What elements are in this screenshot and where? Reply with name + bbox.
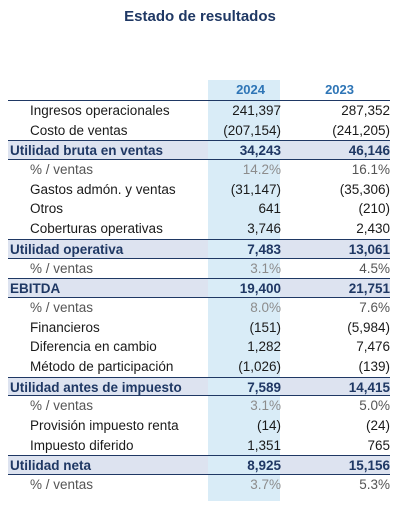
value-2024: 1,282 <box>247 339 281 355</box>
row-label: % / ventas <box>30 162 94 178</box>
value-2024: 14.2% <box>242 162 281 178</box>
value-2023: 7.6% <box>359 299 390 315</box>
value-2023: 5.3% <box>359 477 390 493</box>
percent-row: % / ventas 3.7% 5.3% <box>8 475 390 495</box>
value-2023: (210) <box>358 201 390 217</box>
column-header-2024: 2024 <box>236 82 265 97</box>
table-row: Impuesto diferido 1,351 765 <box>8 436 390 456</box>
value-2024: 3.1% <box>250 398 281 414</box>
value-2023: 14,415 <box>348 379 390 395</box>
row-label: Gastos admón. y ventas <box>30 181 176 197</box>
subtotal-2024-highlight <box>208 239 280 258</box>
value-2024: 19,400 <box>239 281 281 297</box>
value-2024: 3.1% <box>250 260 281 276</box>
subtotal-row: EBITDA 19,400 21,751 <box>8 278 390 298</box>
row-label: Provisión impuesto renta <box>30 418 179 433</box>
row-label: Utilidad operativa <box>10 241 124 257</box>
percent-row: % / ventas 14.2% 16.1% <box>8 160 390 180</box>
row-label: Utilidad antes de impuesto <box>10 379 182 395</box>
table-row: Provisión impuesto renta (14) (24) <box>8 416 390 436</box>
value-2024: (151) <box>249 319 281 335</box>
row-label: Utilidad bruta en ventas <box>10 143 164 159</box>
table-row: Ingresos operacionales 241,397 287,352 <box>8 101 390 121</box>
value-2023: 2,430 <box>356 221 390 237</box>
value-2023: 765 <box>367 437 390 453</box>
row-label: % / ventas <box>30 477 94 493</box>
subtotal-2024-highlight <box>208 456 280 475</box>
value-2023: 7,476 <box>356 339 390 355</box>
subtotal-band <box>8 377 390 396</box>
row-label: Método de participación <box>30 358 174 374</box>
value-2024: 8.0% <box>250 299 281 315</box>
value-2023: (24) <box>365 418 390 433</box>
value-2023: 15,156 <box>348 458 390 474</box>
row-label: Ingresos operacionales <box>30 103 170 118</box>
value-2023: 46,146 <box>348 143 390 159</box>
page-title: Estado de resultados <box>124 8 276 25</box>
table-row: Financieros (151) (5,984) <box>8 318 390 338</box>
value-2024: 241,397 <box>232 103 281 118</box>
row-label: Diferencia en cambio <box>30 339 157 355</box>
value-2024: (31,147) <box>230 181 281 197</box>
row-label: EBITDA <box>10 281 61 297</box>
row-label: Utilidad neta <box>10 458 92 474</box>
value-2023: (241,205) <box>332 122 390 138</box>
value-2024: 3,746 <box>247 221 281 237</box>
value-2023: (139) <box>358 358 390 374</box>
value-2024: 34,243 <box>239 143 281 159</box>
percent-row: % / ventas 8.0% 7.6% <box>8 298 390 318</box>
value-2024: 7,589 <box>247 379 281 395</box>
table-row: Método de participación (1,026) (139) <box>8 357 390 377</box>
row-label: Financieros <box>30 319 100 335</box>
table-row: Otros 641 (210) <box>8 199 390 219</box>
header-divider <box>8 100 390 101</box>
income-statement-table: Ingresos operacionales 241,397 287,352 Cost… <box>8 101 390 495</box>
percent-row: % / ventas 3.1% 4.5% <box>8 259 390 279</box>
value-2024: 3.7% <box>250 477 281 493</box>
value-2023: 13,061 <box>348 241 390 257</box>
value-2024: 7,483 <box>247 241 281 257</box>
table-row: Gastos admón. y ventas (31,147) (35,306) <box>8 180 390 200</box>
value-2023: 16.1% <box>351 162 390 178</box>
row-label: Costo de ventas <box>30 122 128 138</box>
value-2024: 1,351 <box>247 437 281 453</box>
percent-row: % / ventas 3.1% 5.0% <box>8 396 390 416</box>
row-label: Otros <box>30 201 64 217</box>
table-row: Costo de ventas (207,154) (241,205) <box>8 121 390 141</box>
table-row: Diferencia en cambio 1,282 7,476 <box>8 337 390 357</box>
value-2024: 641 <box>258 201 281 217</box>
subtotal-row: Utilidad bruta en ventas 34,243 46,146 <box>8 140 390 161</box>
table-row: Coberturas operativas 3,746 2,430 <box>8 219 390 239</box>
value-2024: (14) <box>256 418 281 433</box>
value-2023: (5,984) <box>347 319 390 335</box>
value-2023: 5.0% <box>359 398 390 414</box>
subtotal-band <box>8 279 390 297</box>
row-label: % / ventas <box>30 299 94 315</box>
value-2023: 287,352 <box>341 103 390 118</box>
row-label: % / ventas <box>30 398 94 414</box>
subtotal-2024-highlight <box>208 377 280 396</box>
subtotal-2024-highlight <box>208 141 280 160</box>
subtotal-2024-highlight <box>208 279 280 297</box>
value-2024: (1,026) <box>238 358 281 374</box>
row-label: Impuesto diferido <box>30 437 134 453</box>
subtotal-band <box>8 456 390 475</box>
value-2023: 21,751 <box>348 281 390 297</box>
row-label: % / ventas <box>30 260 94 276</box>
subtotal-row: Utilidad antes de impuesto 7,589 14,415 <box>8 376 390 397</box>
subtotal-band <box>8 141 390 160</box>
subtotal-row: Utilidad neta 8,925 15,156 <box>8 455 390 476</box>
subtotal-band <box>8 239 390 258</box>
column-header-2023: 2023 <box>325 82 354 97</box>
value-2024: 8,925 <box>247 458 281 474</box>
subtotal-row: Utilidad operativa 7,483 13,061 <box>8 238 390 259</box>
row-label: Coberturas operativas <box>30 221 163 237</box>
value-2023: (35,306) <box>339 181 390 197</box>
value-2023: 4.5% <box>359 260 390 276</box>
value-2024: (207,154) <box>223 122 281 138</box>
